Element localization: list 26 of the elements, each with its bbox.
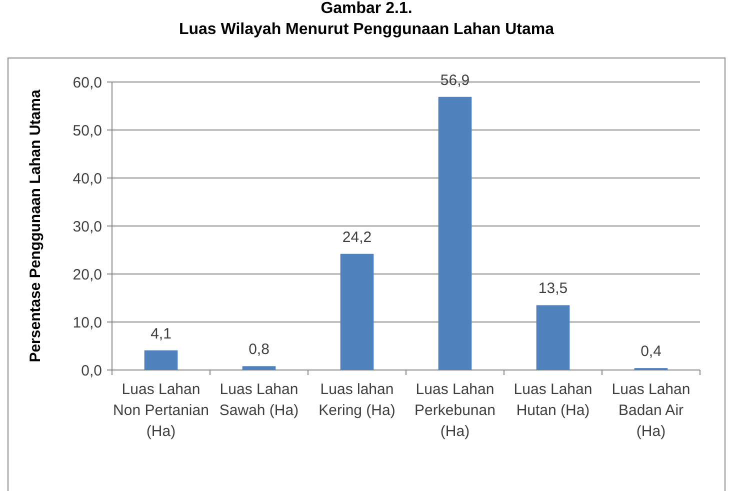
x-tick-label: Luas Lahan Non Pertanian (Ha) <box>113 381 209 440</box>
x-tick-label: Luas Lahan Badan Air (Ha) <box>612 381 690 440</box>
x-tick-label: Luas Lahan Perkebunan (Ha) <box>414 381 496 440</box>
data-label: 0,8 <box>248 341 270 358</box>
x-tick-label: Luas Lahan Sawah (Ha) <box>219 381 299 419</box>
bar <box>242 366 276 370</box>
data-label: 0,4 <box>640 343 662 360</box>
chart-title: Gambar 2.1. <box>320 0 412 17</box>
bar <box>536 305 570 370</box>
y-tick-label: 50,0 <box>72 122 102 140</box>
chart-subtitle: Luas Wilayah Menurut Penggunaan Lahan Utama <box>178 21 554 38</box>
y-axis-title: Persentase Penggunaan Lahan Utama <box>27 89 44 362</box>
data-label: 24,2 <box>342 228 372 246</box>
y-tick-label: 40,0 <box>72 170 102 188</box>
data-label: 13,5 <box>538 280 568 298</box>
data-label: 4,1 <box>150 325 172 342</box>
x-tick-label: Luas lahan Kering (Ha) <box>318 381 396 419</box>
y-tick-label: 60,0 <box>72 74 102 92</box>
y-tick-label: 10,0 <box>72 314 102 332</box>
bar <box>340 254 374 370</box>
x-tick-label: Luas Lahan Hutan (Ha) <box>514 381 592 419</box>
y-tick-label: 30,0 <box>72 218 102 236</box>
bar <box>144 350 178 370</box>
bar <box>438 96 472 370</box>
y-tick-label: 20,0 <box>72 266 102 284</box>
y-tick-label: 0,0 <box>81 362 102 380</box>
